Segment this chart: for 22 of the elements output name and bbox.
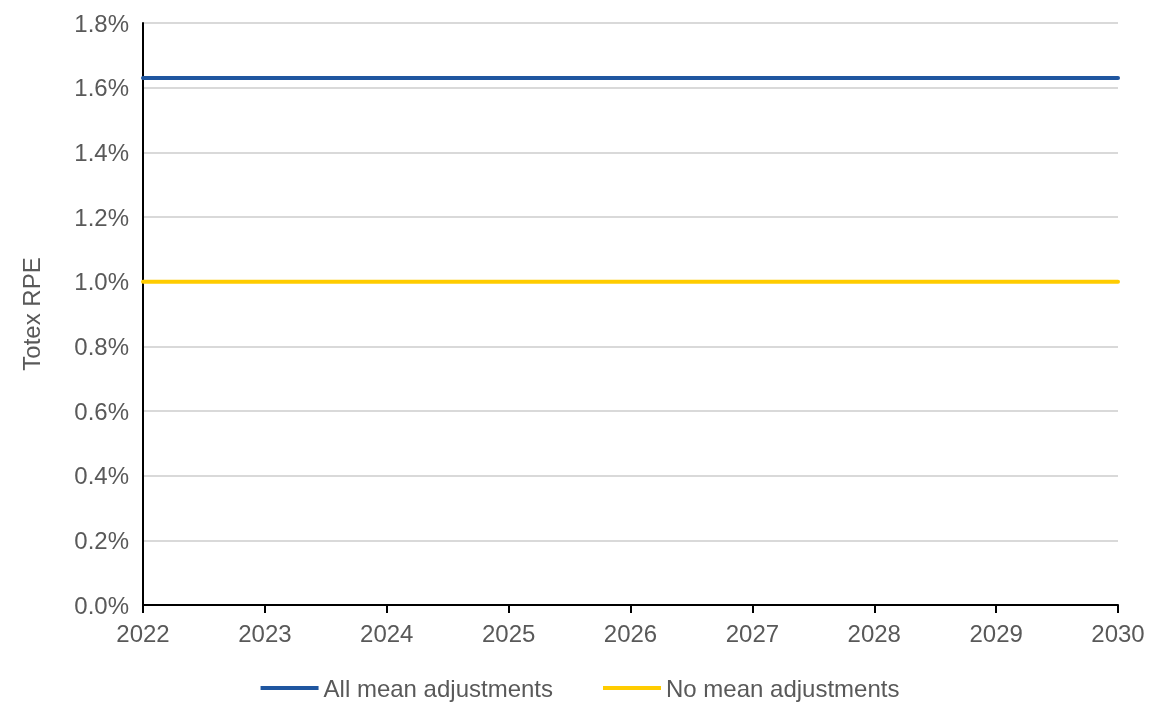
y-tick-label: 1.2% <box>74 203 129 231</box>
x-tick-label: 2023 <box>238 619 292 647</box>
x-tick-label: 2029 <box>969 619 1023 647</box>
y-tick-label: 0.6% <box>74 397 129 425</box>
x-tick-label: 2027 <box>725 619 780 647</box>
y-tick-label: 1.8% <box>74 9 129 37</box>
y-tick-label: 0.8% <box>74 332 129 360</box>
y-tick-label: 1.6% <box>74 74 129 102</box>
y-tick-label: 1.4% <box>74 138 129 166</box>
x-tick-label: 2024 <box>360 619 414 647</box>
y-tick-label: 0.4% <box>74 462 129 490</box>
x-tick-label: 2030 <box>1091 619 1145 647</box>
x-tick-label: 2025 <box>481 619 536 647</box>
y-tick-label: 0.0% <box>74 591 129 619</box>
x-tick-label: 2022 <box>116 619 170 647</box>
y-tick-label: 1.0% <box>74 268 129 296</box>
x-tick-label: 2028 <box>847 619 901 647</box>
y-tick-label: 0.2% <box>74 526 129 554</box>
y-axis-title: Totex RPE <box>17 257 45 371</box>
legend-label: No mean adjustments <box>666 674 900 702</box>
x-tick-label: 2026 <box>603 619 658 647</box>
legend-label: All mean adjustments <box>323 674 554 702</box>
